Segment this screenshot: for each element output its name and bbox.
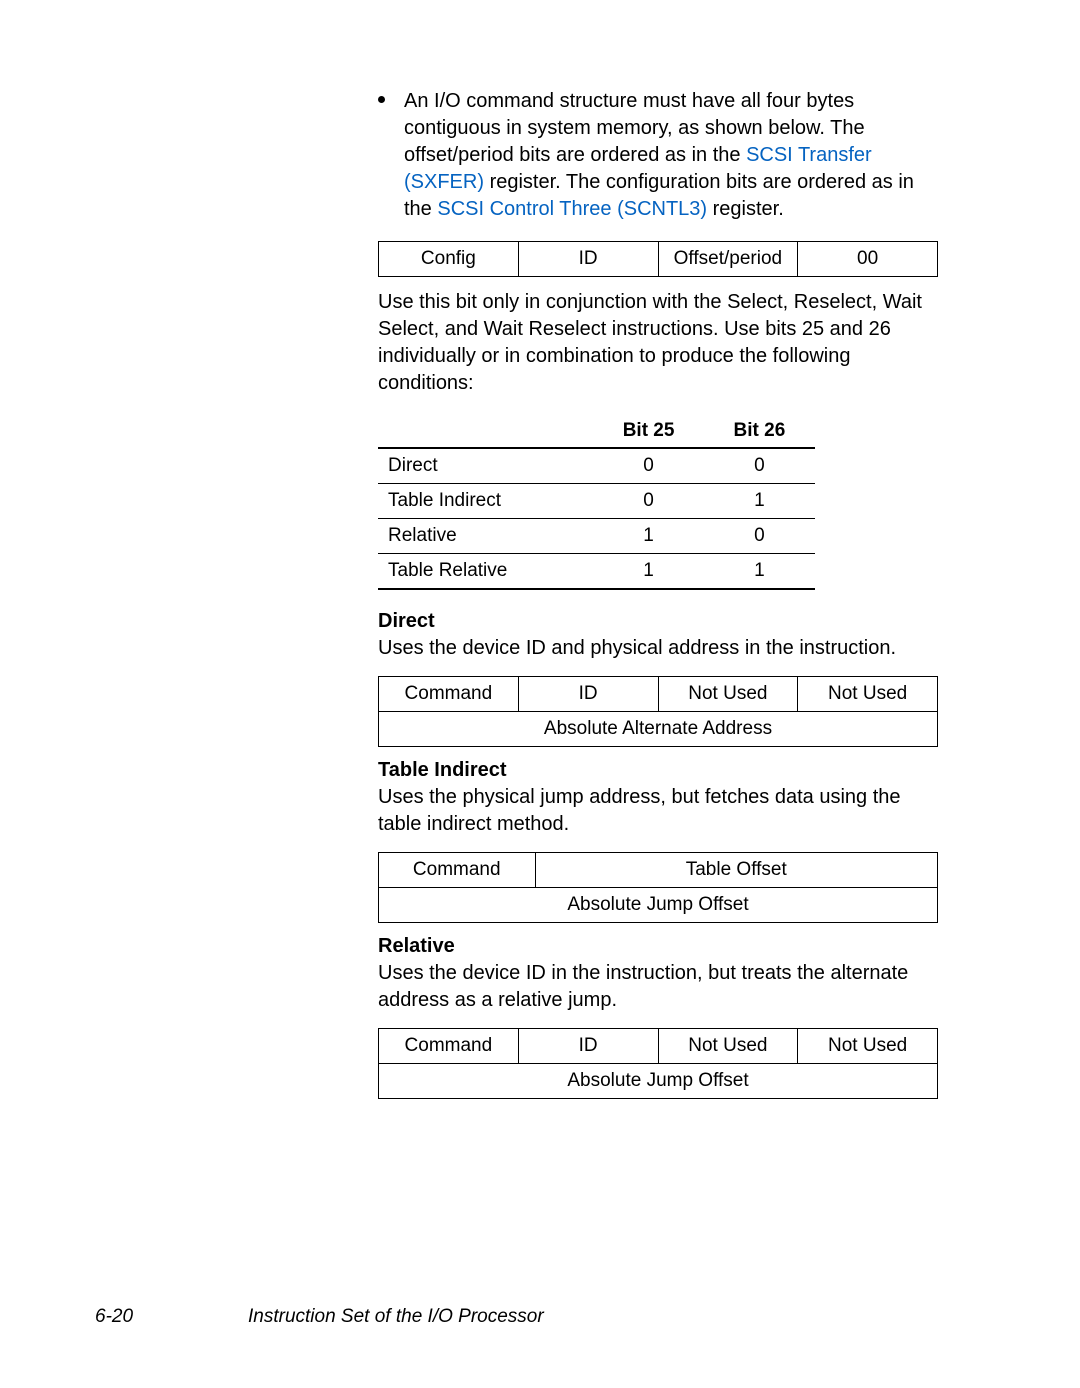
bits-cell: 0 [593,448,704,484]
bits-cell: 1 [593,554,704,590]
footer-chapter-title: Instruction Set of the I/O Processor [248,1306,544,1328]
cell: Not Used [798,1029,938,1064]
cell-id: ID [518,242,658,277]
cell: Not Used [798,677,938,712]
desc-table-indirect: Uses the physical jump address, but fetc… [378,784,938,838]
heading-table-indirect: Table Indirect [378,759,938,782]
cell: Not Used [658,1029,798,1064]
bits-header-26: Bit 26 [704,415,815,448]
cell: Command [379,1029,519,1064]
table-row: Absolute Jump Offset [379,1064,938,1099]
heading-direct: Direct [378,610,938,633]
bits-row-label: Table Relative [378,554,593,590]
table-indirect-table: Command Table Offset Absolute Jump Offse… [378,852,938,923]
cell: ID [518,1029,658,1064]
bullet-paragraph: An I/O command structure must have all f… [378,88,938,223]
paragraph-usage: Use this bit only in conjunction with th… [378,289,938,397]
desc-direct: Uses the device ID and physical address … [378,635,938,662]
config-layout-table: Config ID Offset/period 00 [378,241,938,277]
bits-cell: 0 [704,448,815,484]
table-row: Table Relative 1 1 [378,554,815,590]
bits-table: Bit 25 Bit 26 Direct 0 0 Table Indirect … [378,415,815,590]
bits-row-label: Relative [378,519,593,554]
cell-00: 00 [798,242,938,277]
table-row: Command ID Not Used Not Used [379,1029,938,1064]
cell-offset: Offset/period [658,242,798,277]
cell: Not Used [658,677,798,712]
table-row: Table Indirect 0 1 [378,484,815,519]
direct-table: Command ID Not Used Not Used Absolute Al… [378,676,938,747]
cell-full: Absolute Jump Offset [379,888,938,923]
cell: ID [518,677,658,712]
bullet-text-part3: register. [713,198,784,220]
bits-cell: 1 [704,484,815,519]
table-row: Absolute Jump Offset [379,888,938,923]
bits-cell: 1 [593,519,704,554]
bits-header-25: Bit 25 [593,415,704,448]
desc-relative: Uses the device ID in the instruction, b… [378,960,938,1014]
bits-header-empty [378,415,593,448]
cell: Command [379,677,519,712]
relative-table: Command ID Not Used Not Used Absolute Ju… [378,1028,938,1099]
table-row: Command ID Not Used Not Used [379,677,938,712]
table-row: Config ID Offset/period 00 [379,242,938,277]
cell: Table Offset [535,853,937,888]
bits-cell: 0 [593,484,704,519]
footer-page-number: 6-20 [95,1306,133,1328]
bits-row-label: Table Indirect [378,484,593,519]
table-row: Relative 1 0 [378,519,815,554]
table-row: Absolute Alternate Address [379,712,938,747]
cell-config: Config [379,242,519,277]
table-row: Command Table Offset [379,853,938,888]
table-row: Bit 25 Bit 26 [378,415,815,448]
bullet-icon [378,96,385,103]
table-row: Direct 0 0 [378,448,815,484]
cell-full: Absolute Alternate Address [379,712,938,747]
cell-full: Absolute Jump Offset [379,1064,938,1099]
link-scntl3[interactable]: SCSI Control Three (SCNTL3) [437,198,707,220]
heading-relative: Relative [378,935,938,958]
bits-cell: 1 [704,554,815,590]
bits-cell: 0 [704,519,815,554]
bits-row-label: Direct [378,448,593,484]
cell: Command [379,853,536,888]
